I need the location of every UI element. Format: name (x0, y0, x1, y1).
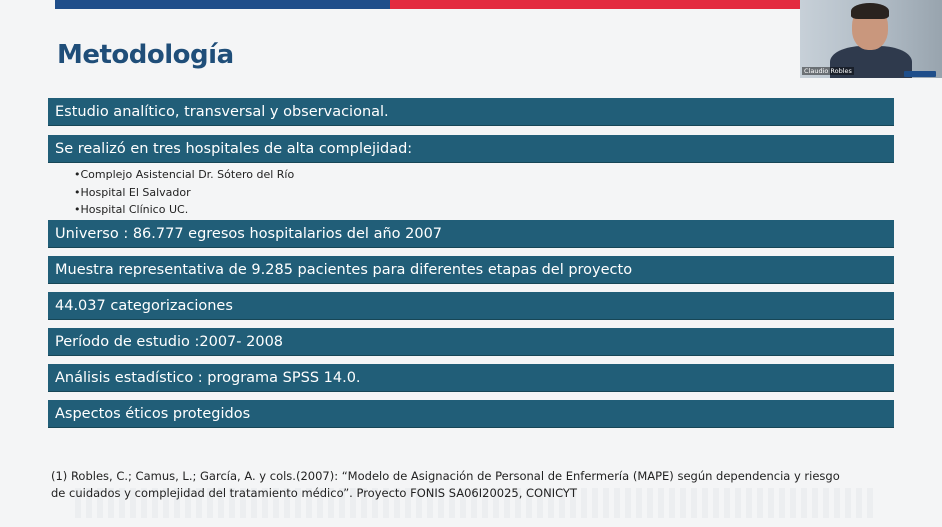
participant-name-label: Claudio Robles (802, 67, 854, 75)
footer-watermark-pattern (75, 488, 875, 518)
participant-hair (851, 3, 889, 19)
participant-video-tile[interactable]: Claudio Robles (800, 0, 942, 78)
methodology-item-hospitals: Se realizó en tres hospitales de alta co… (48, 135, 894, 163)
participant-body (830, 46, 912, 78)
methodology-item-sample: Muestra representativa de 9.285 paciente… (48, 256, 894, 284)
reference-citation: (1) Robles, C.; Camus, L.; García, A. y … (51, 468, 841, 502)
reference-line: de cuidados y complejidad del tratamient… (51, 486, 577, 500)
hospital-list-item: •Hospital El Salvador (74, 185, 191, 199)
methodology-item-ethics: Aspectos éticos protegidos (48, 400, 894, 428)
slide-top-accent-bar (55, 0, 800, 9)
reference-line: (1) Robles, C.; Camus, L.; García, A. y … (51, 469, 840, 483)
methodology-item-categorizations: 44.037 categorizaciones (48, 292, 894, 320)
accent-bar-blue (55, 0, 390, 9)
methodology-item-study-type: Estudio analítico, transversal y observa… (48, 98, 894, 126)
hospital-list-item: •Hospital Clínico UC. (74, 203, 189, 216)
background-logo-badge (904, 71, 936, 77)
methodology-item-statistical-analysis: Análisis estadístico : programa SPSS 14.… (48, 364, 894, 392)
methodology-item-universe: Universo : 86.777 egresos hospitalarios … (48, 220, 894, 248)
methodology-item-study-period: Período de estudio :2007- 2008 (48, 328, 894, 356)
slide-title: Metodología (57, 40, 234, 70)
accent-bar-red (390, 0, 800, 9)
hospital-list-item: •Complejo Asistencial Dr. Sótero del Río (74, 168, 295, 181)
hospital-list: •Complejo Asistencial Dr. Sótero del Río… (74, 166, 294, 219)
